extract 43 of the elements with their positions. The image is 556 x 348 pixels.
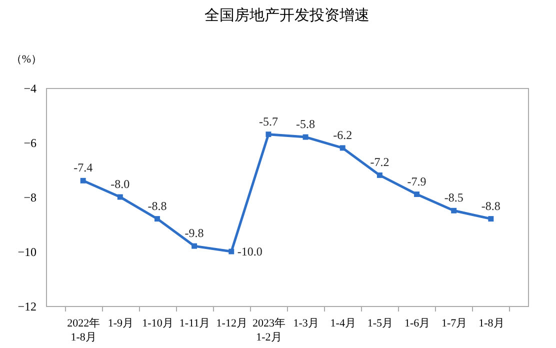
point — [451, 208, 457, 214]
point — [302, 134, 308, 140]
point — [376, 172, 382, 178]
data-label: -9.8 — [184, 226, 204, 240]
data-label: -6.2 — [333, 128, 352, 142]
x-tick-label: 1-11月 — [179, 318, 210, 330]
data-label: -7.4 — [74, 160, 93, 175]
point — [266, 132, 272, 138]
point — [117, 194, 123, 200]
x-tick-label: 1-7月 — [442, 318, 468, 330]
data-label: -7.2 — [370, 155, 390, 170]
y-tick-label: −10 — [18, 245, 36, 259]
chart-title: 全国房地产开发投资增速 — [204, 6, 370, 24]
x-tick-label: 1-3月 — [293, 318, 319, 330]
data-label: -8.5 — [444, 190, 464, 205]
y-tick-label: −12 — [18, 300, 36, 314]
x-tick-label: 1-5月 — [367, 318, 394, 330]
point — [340, 145, 346, 151]
point — [192, 243, 198, 249]
x-tick-label: 1-8月 — [478, 318, 504, 330]
data-label: -8.0 — [110, 177, 130, 191]
x-tick-label: 1-4月 — [330, 318, 356, 330]
x-tick-label: 2022年 1-8月 — [67, 318, 100, 344]
y-tick-label: −8 — [24, 190, 36, 204]
data-label: -5.7 — [258, 114, 278, 128]
point — [80, 178, 86, 184]
data-label: -10.0 — [237, 244, 262, 258]
x-tick-label: 1-12月 — [216, 318, 248, 330]
data-label: -8.8 — [148, 198, 167, 213]
point — [154, 216, 160, 222]
y-tick-label: −6 — [24, 136, 36, 150]
x-tick-label: 1-10月 — [142, 318, 174, 330]
data-label: -8.8 — [481, 198, 500, 213]
x-tick-label: 1-6月 — [404, 318, 430, 330]
y-axis-title: （%） — [10, 54, 42, 66]
point — [488, 216, 494, 222]
y-tick-label: −4 — [24, 82, 36, 96]
data-label: -7.9 — [407, 174, 426, 188]
data-label: -5.8 — [296, 117, 316, 132]
point — [414, 192, 420, 198]
x-tick-label: 1-9月 — [108, 318, 134, 330]
x-tick-label: 2023年 1-2月 — [252, 318, 286, 344]
point — [228, 248, 234, 254]
